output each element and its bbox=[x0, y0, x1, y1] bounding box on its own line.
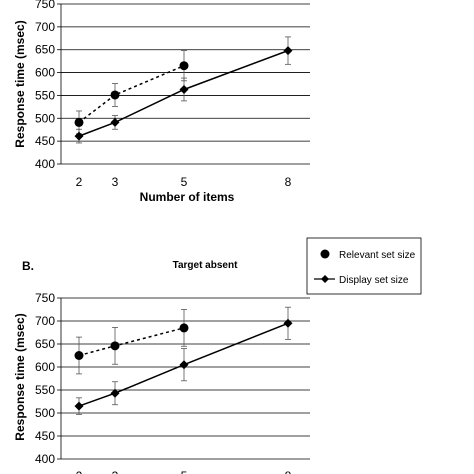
y-tick-label: 550 bbox=[35, 383, 55, 397]
panel-b-chart: B. Target absent Response time (msec) 40… bbox=[13, 259, 310, 474]
y-tick-label: 400 bbox=[35, 452, 55, 466]
data-point-diamond bbox=[179, 360, 189, 370]
data-point-diamond bbox=[179, 84, 189, 94]
data-point-circle bbox=[179, 61, 189, 71]
x-tick-label: 5 bbox=[181, 175, 188, 189]
legend-label-relevant: Relevant set size bbox=[339, 250, 416, 261]
series-line bbox=[78, 49, 289, 137]
data-point-circle bbox=[74, 117, 84, 127]
data-point-diamond bbox=[110, 117, 120, 127]
x-tick-label: 8 bbox=[285, 175, 292, 189]
x-tick-label: 3 bbox=[112, 469, 119, 474]
legend: Relevant set size Display set size bbox=[306, 237, 422, 295]
legend-box bbox=[306, 237, 422, 295]
y-tick-label: 600 bbox=[35, 66, 55, 80]
data-point-diamond bbox=[283, 46, 293, 56]
data-point-circle bbox=[110, 90, 120, 100]
panel-b-letter: B. bbox=[22, 259, 34, 273]
panel-a-series bbox=[74, 36, 293, 144]
panel-a-axes bbox=[57, 3, 62, 165]
data-point-diamond bbox=[74, 401, 84, 411]
y-tick-label: 500 bbox=[35, 406, 55, 420]
y-tick-label: 750 bbox=[35, 0, 55, 11]
y-tick-label: 650 bbox=[35, 43, 55, 57]
x-tick-label: 3 bbox=[112, 175, 119, 189]
panel-a-grid bbox=[61, 3, 310, 165]
y-tick-label: 500 bbox=[35, 111, 55, 125]
panel-b-series bbox=[74, 306, 293, 415]
panel-a-x-ticks: 2 3 5 8 bbox=[76, 175, 292, 189]
y-tick-label: 700 bbox=[35, 314, 55, 328]
y-tick-label: 450 bbox=[35, 429, 55, 443]
legend-marker-display bbox=[321, 275, 329, 283]
series-line bbox=[78, 322, 289, 407]
panel-a-y-axis-label: Response time (msec) bbox=[13, 20, 27, 147]
data-point-diamond bbox=[110, 388, 120, 398]
x-tick-label: 8 bbox=[285, 469, 292, 474]
panel-a-y-ticks: 400 450 500 550 600 650 700 750 bbox=[35, 0, 55, 171]
y-tick-label: 550 bbox=[35, 88, 55, 102]
x-tick-label: 2 bbox=[76, 175, 83, 189]
data-point-circle bbox=[74, 351, 84, 360]
data-point-circle bbox=[110, 341, 120, 351]
panel-b-y-ticks: 400 450 500 550 600 650 700 750 bbox=[35, 291, 55, 466]
y-tick-label: 450 bbox=[35, 134, 55, 148]
panel-a-chart: Response time (msec) Number of items 400… bbox=[13, 0, 310, 204]
y-tick-label: 400 bbox=[35, 157, 55, 171]
panel-b-x-ticks: 2 3 5 8 bbox=[76, 469, 292, 474]
x-tick-label: 2 bbox=[76, 469, 83, 474]
panel-b-axes bbox=[57, 297, 62, 460]
panel-b-grid bbox=[61, 297, 310, 460]
y-tick-label: 650 bbox=[35, 337, 55, 351]
x-tick-label: 5 bbox=[181, 469, 188, 474]
data-point-circle bbox=[179, 323, 189, 333]
series-line bbox=[78, 327, 185, 357]
y-tick-label: 700 bbox=[35, 20, 55, 34]
legend-label-display: Display set size bbox=[339, 275, 409, 286]
y-tick-label: 750 bbox=[35, 291, 55, 305]
legend-marker-relevant bbox=[320, 249, 330, 259]
data-point-diamond bbox=[74, 131, 84, 141]
data-point-diamond bbox=[283, 318, 293, 328]
panel-b-y-axis-label: Response time (msec) bbox=[13, 313, 27, 440]
y-tick-label: 600 bbox=[35, 360, 55, 374]
panel-a-x-axis-label: Number of items bbox=[140, 190, 235, 204]
panel-b-title: Target absent bbox=[173, 260, 238, 271]
